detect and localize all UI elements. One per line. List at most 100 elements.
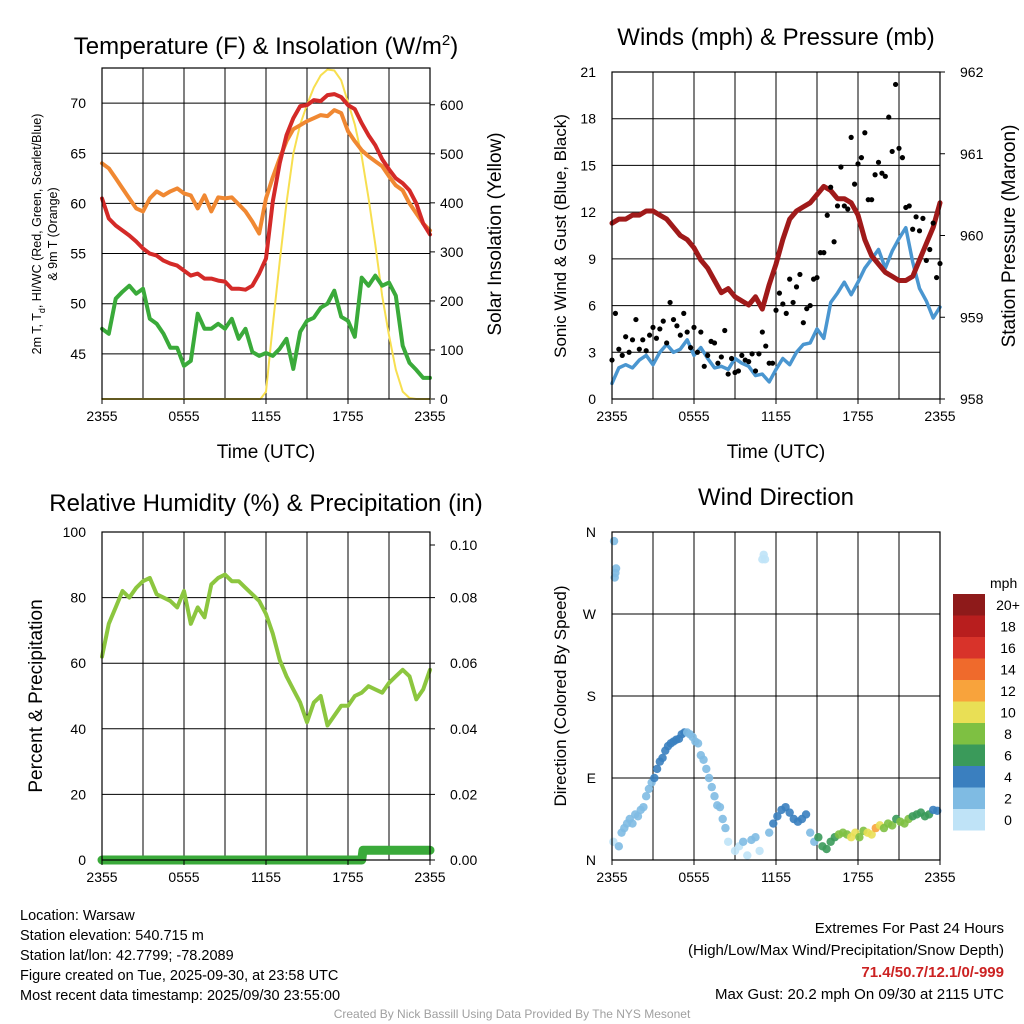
y-tick-label: 0 (78, 852, 86, 868)
x-tick-label: 1755 (332, 408, 363, 424)
gust-point (646, 332, 653, 338)
y-right-tick-label: 958 (960, 391, 984, 407)
gust-point (657, 326, 663, 332)
gust-point (728, 355, 735, 362)
y-tick-label: 50 (70, 296, 86, 312)
elevation-text: Station elevation: 540.715 m (20, 928, 204, 944)
gust-point (769, 360, 776, 366)
y-tick-label: 55 (70, 246, 86, 262)
gust-point (633, 316, 639, 323)
x-tick-label: 1755 (332, 869, 363, 885)
y-right-tick-label: 100 (440, 342, 464, 358)
gust-point (616, 346, 622, 352)
gust-point (776, 290, 783, 296)
y-right-tick-label: 300 (440, 244, 464, 260)
gust-point (910, 226, 916, 232)
gust-point (677, 332, 683, 338)
x-tick-label: 0555 (678, 408, 709, 424)
wind-direction-point (785, 808, 794, 817)
colorbar-swatch (953, 658, 985, 680)
gust-point (660, 318, 666, 324)
y-right-axis-label: Solar Insolation (Yellow) (485, 132, 506, 335)
wind-direction-point (822, 844, 831, 854)
gust-point (773, 307, 779, 313)
chart-title: Winds (mph) & Pressure (mb) (617, 24, 934, 51)
gust-point (711, 340, 718, 346)
max-gust-text: Max Gust: 20.2 mph On 09/30 at 2115 UTC (714, 986, 1004, 1003)
gust-point (793, 284, 800, 290)
gust-point (640, 337, 646, 343)
gust-point (889, 148, 895, 155)
station-pressure-line (609, 183, 943, 312)
gust-point (701, 363, 707, 369)
gust-point (821, 250, 827, 256)
gust-point (824, 212, 830, 218)
gust-point (664, 340, 670, 346)
y-tick-label: W (583, 606, 597, 622)
x-tick-label: 2355 (86, 408, 117, 424)
y-axis-label: Percent & Precipitation (26, 599, 47, 792)
y-right-tick-label: 600 (440, 97, 464, 113)
y-right-tick-label: 959 (960, 309, 984, 325)
x-tick-label: 1155 (761, 408, 791, 424)
colorbar-label: 16 (1000, 640, 1016, 656)
gust-point (650, 324, 656, 330)
y-tick-label: 6 (588, 298, 596, 314)
y-axis-label-line2: & 9m T (Orange) (46, 187, 60, 280)
colorbar-swatch (953, 809, 985, 831)
colorbar-swatch (953, 766, 985, 788)
y-tick-label: 40 (70, 721, 86, 737)
recent-text: Most recent data timestamp: 2025/09/30 2… (20, 988, 341, 1004)
gust-point (759, 329, 765, 335)
wind-direction-point (751, 833, 760, 842)
gust-point (869, 197, 875, 203)
y-tick-label: 15 (580, 157, 596, 173)
wind-direction-point (801, 810, 811, 819)
gust-point (684, 329, 690, 335)
x-tick-label: 1155 (251, 408, 281, 424)
x-tick-label: 2355 (414, 869, 445, 885)
y-tick-label: 100 (63, 524, 87, 540)
wind-direction-point (658, 753, 667, 763)
gust-point (694, 349, 701, 355)
gust-point (845, 206, 851, 212)
gust-point (735, 368, 742, 374)
gust-point (687, 345, 694, 351)
gust-point (705, 352, 711, 358)
wind-direction-point (710, 792, 719, 801)
colorbar-title: mph (990, 575, 1017, 591)
x-tick-label: 2355 (414, 408, 445, 424)
gust-point (814, 274, 820, 281)
colorbar-label: 12 (1000, 683, 1016, 699)
gust-point (626, 349, 632, 355)
chart-title: Temperature (F) & Insolation (W/m2) (74, 32, 458, 60)
colorbar-label: 8 (1004, 726, 1012, 742)
colorbar-swatch (953, 594, 985, 616)
gust-point (807, 302, 813, 309)
relative-humidity-line (100, 572, 432, 728)
humidity-panel: 0 20 40 60 80 100 0.00 0.02 0.04 0.06 0.08 0.10 2355… (26, 490, 483, 885)
colorbar-swatch (953, 680, 985, 702)
wind-direction-point (814, 833, 823, 842)
chart-title: Wind Direction (698, 484, 854, 511)
gust-point (920, 215, 926, 221)
gust-point (879, 170, 885, 176)
gust-point (698, 329, 704, 335)
series-9m-t-line (100, 108, 432, 236)
gust-point (848, 134, 854, 140)
y-tick-label: 18 (580, 111, 596, 127)
colorbar-label: 6 (1004, 748, 1012, 764)
gust-point (913, 214, 919, 220)
gust-point (916, 228, 923, 234)
gust-point (780, 301, 786, 307)
series-2m-t-line (100, 92, 432, 292)
wind-direction-point (611, 564, 621, 573)
wind-direction-point (641, 792, 651, 801)
gust-point (862, 130, 868, 136)
gust-point (749, 351, 755, 357)
gust-point (923, 257, 929, 264)
chart-title: Relative Humidity (%) & Precipitation (i… (49, 490, 482, 517)
x-axis-label: Time (UTC) (727, 442, 826, 463)
station-info: Location: Warsaw Station elevation: 540.… (20, 906, 340, 1006)
wind-direction-point (644, 784, 654, 794)
